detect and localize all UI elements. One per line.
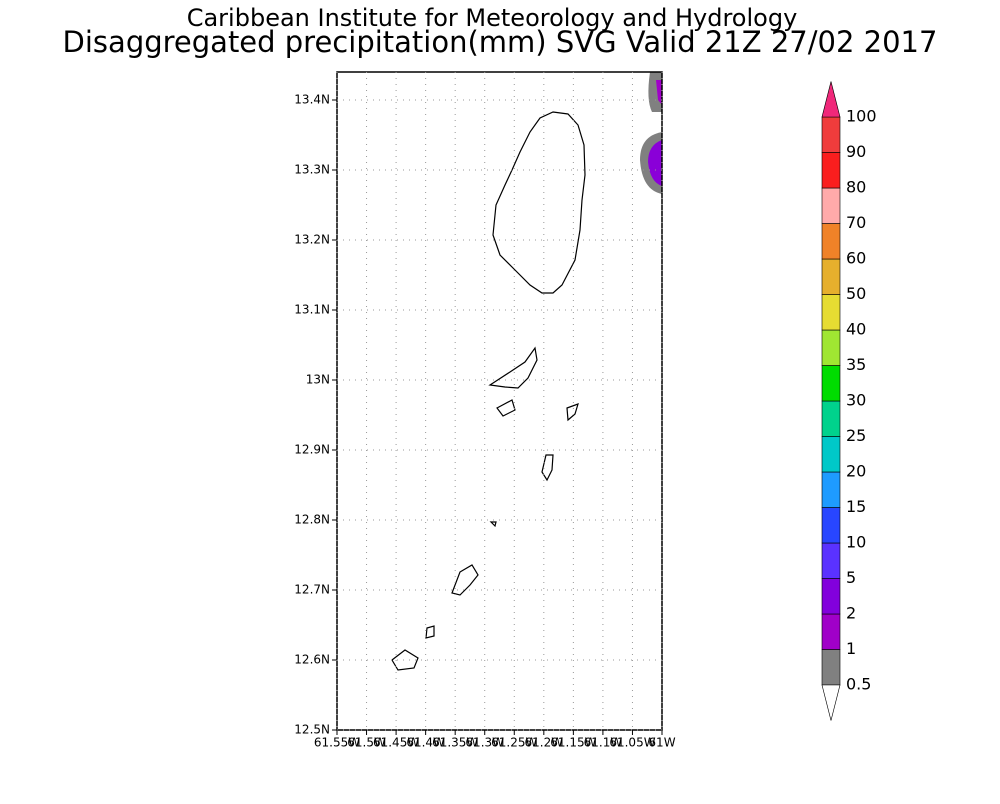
colorbar-label: 40 bbox=[846, 320, 866, 339]
colorbar-box bbox=[821, 649, 841, 686]
colorbar-label: 0.5 bbox=[846, 675, 871, 694]
colorbar-box bbox=[821, 400, 841, 437]
precipitation-area bbox=[640, 72, 662, 194]
rain-purple bbox=[656, 80, 662, 105]
colorbar-box bbox=[821, 507, 841, 544]
bequia bbox=[488, 346, 538, 389]
colorbar-box bbox=[821, 471, 841, 508]
y-tick-label: 13.4N bbox=[294, 93, 330, 107]
map-frame bbox=[336, 71, 663, 731]
colorbar-box bbox=[821, 223, 841, 260]
colorbar-label: 30 bbox=[846, 391, 866, 410]
x-tick-label: 61.4W bbox=[406, 736, 445, 750]
x-tick-label: 61.5W bbox=[347, 736, 386, 750]
colorbar-label: 100 bbox=[846, 107, 877, 126]
colorbar-label: 15 bbox=[846, 497, 866, 516]
x-tick-label: 61.45W bbox=[373, 736, 419, 750]
colorbar-over bbox=[821, 81, 841, 118]
y-tick-label: 13.3N bbox=[294, 163, 330, 177]
st-vincent bbox=[492, 111, 586, 294]
x-tick-label: 61.3W bbox=[465, 736, 504, 750]
colorbar-label: 10 bbox=[846, 533, 866, 552]
y-tick-label: 13N bbox=[306, 373, 330, 387]
islet bbox=[496, 399, 516, 417]
colorbar-label: 50 bbox=[846, 284, 866, 303]
union-island bbox=[391, 649, 419, 671]
y-tick-label: 13.1N bbox=[294, 303, 330, 317]
colorbar-box bbox=[821, 436, 841, 473]
colorbar-label: 25 bbox=[846, 426, 866, 445]
colorbar-label: 90 bbox=[846, 142, 866, 161]
colorbar-box bbox=[821, 613, 841, 650]
colorbar-box bbox=[821, 116, 841, 153]
x-tick-label: 61.35W bbox=[432, 736, 478, 750]
x-tick-label: 61.15W bbox=[550, 736, 596, 750]
x-tick-label: 61.55W bbox=[314, 736, 360, 750]
y-tick-label: 12.8N bbox=[294, 513, 330, 527]
y-tick-label: 12.5N bbox=[294, 723, 330, 737]
islands bbox=[391, 111, 586, 671]
canouan bbox=[451, 564, 479, 596]
y-tick-label: 12.7N bbox=[294, 583, 330, 597]
y-tick-label: 12.9N bbox=[294, 443, 330, 457]
colorbar-box bbox=[821, 329, 841, 366]
colorbar-label: 5 bbox=[846, 568, 856, 587]
colorbar-label: 80 bbox=[846, 178, 866, 197]
islet bbox=[489, 521, 497, 528]
islet bbox=[566, 403, 579, 422]
colorbar-label: 20 bbox=[846, 462, 866, 481]
x-tick-label: 61.05W bbox=[609, 736, 655, 750]
colorbar-label: 1 bbox=[846, 639, 856, 658]
colorbar-box bbox=[821, 578, 841, 615]
y-tick-label: 12.6N bbox=[294, 653, 330, 667]
y-tick-label: 13.2N bbox=[294, 233, 330, 247]
x-tick-label: 61.1W bbox=[584, 736, 623, 750]
colorbar-box bbox=[821, 294, 841, 331]
x-tick-label: 61.2W bbox=[525, 736, 564, 750]
colorbar-label: 2 bbox=[846, 604, 856, 623]
colorbar-box bbox=[821, 187, 841, 224]
title: Caribbean Institute for Meteorology and … bbox=[187, 4, 798, 32]
subtitle: Disaggregated precipitation(mm) SVG Vali… bbox=[63, 25, 938, 59]
islet bbox=[425, 625, 435, 639]
colorbar-box bbox=[821, 542, 841, 579]
colorbar-label: 35 bbox=[846, 355, 866, 374]
colorbar-label: 70 bbox=[846, 213, 866, 232]
colorbar-box bbox=[821, 258, 841, 295]
colorbar-under bbox=[821, 684, 841, 721]
colorbar-box bbox=[821, 365, 841, 402]
mustique bbox=[541, 454, 554, 482]
colorbar-label: 60 bbox=[846, 249, 866, 268]
x-tick-label: 61.25W bbox=[491, 736, 537, 750]
rain-purple bbox=[648, 140, 662, 186]
colorbar-box bbox=[821, 152, 841, 189]
x-tick-label: 61W bbox=[648, 736, 675, 750]
